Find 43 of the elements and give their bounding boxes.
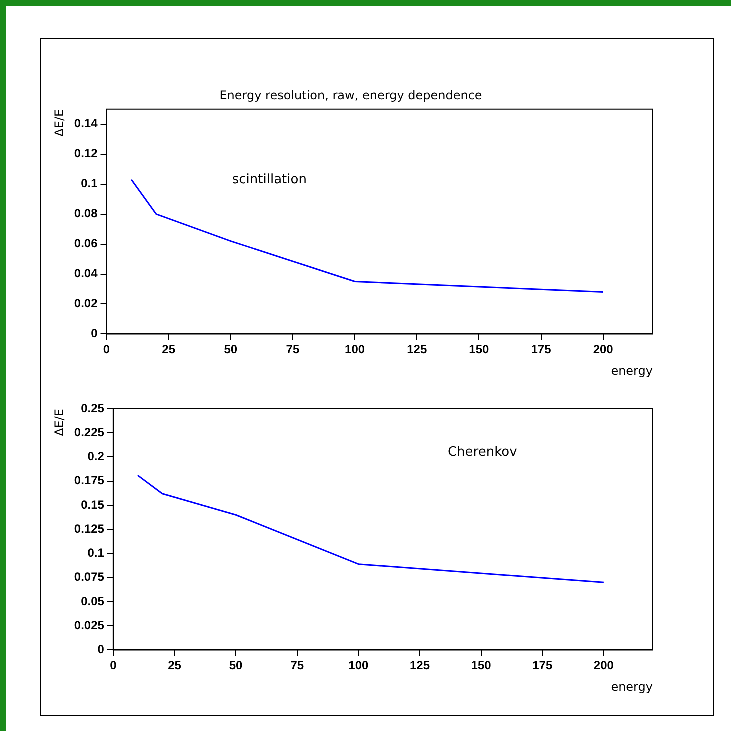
x-tick-label: 150 (469, 342, 490, 357)
x-axis-title: energy (611, 364, 653, 378)
x-tick-label: 50 (224, 342, 238, 357)
chart-title: Energy resolution, raw, energy dependence (220, 88, 482, 102)
x-tick-label: 175 (532, 658, 553, 673)
y-tick-label: 0.06 (74, 236, 98, 251)
y-axis-title: ΔE/E (52, 409, 66, 436)
y-tick-label: 0.125 (74, 522, 105, 536)
y-tick-label: 0.15 (81, 498, 105, 512)
y-axis-title: ΔE/E (52, 109, 66, 137)
y-tick-label: 0 (98, 642, 105, 657)
y-tick-label: 0.08 (74, 206, 98, 221)
y-tick-label: 0.225 (74, 425, 105, 440)
x-tick-label: 100 (348, 658, 370, 673)
y-tick-label: 0.1 (88, 546, 105, 560)
x-tick-label: 50 (229, 658, 244, 673)
y-tick-label: 0.14 (74, 116, 98, 131)
annotation: scintillation (232, 172, 307, 188)
y-tick-label: 0.2 (88, 450, 105, 464)
y-tick-label: 0.12 (74, 146, 98, 161)
x-axis-title: energy (611, 680, 653, 694)
annotation: Cherenkov (448, 444, 518, 460)
x-tick-label: 25 (168, 658, 182, 673)
y-tick-label: 0.04 (74, 266, 98, 281)
y-tick-label: 0.25 (81, 401, 105, 416)
x-tick-label: 125 (410, 658, 430, 673)
x-tick-label: 75 (290, 658, 304, 673)
y-tick-label: 0.175 (74, 474, 105, 488)
y-tick-label: 0.075 (74, 570, 105, 584)
x-tick-label: 125 (407, 342, 428, 357)
x-tick-label: 175 (531, 342, 552, 357)
y-tick-label: 0.05 (81, 594, 105, 608)
x-tick-label: 200 (594, 658, 614, 673)
y-tick-label: 0.02 (74, 296, 98, 311)
x-tick-label: 0 (110, 658, 118, 673)
y-tick-label: 0 (91, 326, 98, 341)
y-tick-label: 0.1 (81, 176, 98, 191)
x-tick-label: 100 (345, 342, 366, 357)
x-tick-label: 25 (162, 342, 176, 357)
x-tick-label: 150 (471, 658, 492, 673)
x-tick-label: 200 (593, 342, 614, 357)
x-tick-label: 75 (286, 342, 300, 357)
y-tick-label: 0.025 (74, 618, 105, 632)
